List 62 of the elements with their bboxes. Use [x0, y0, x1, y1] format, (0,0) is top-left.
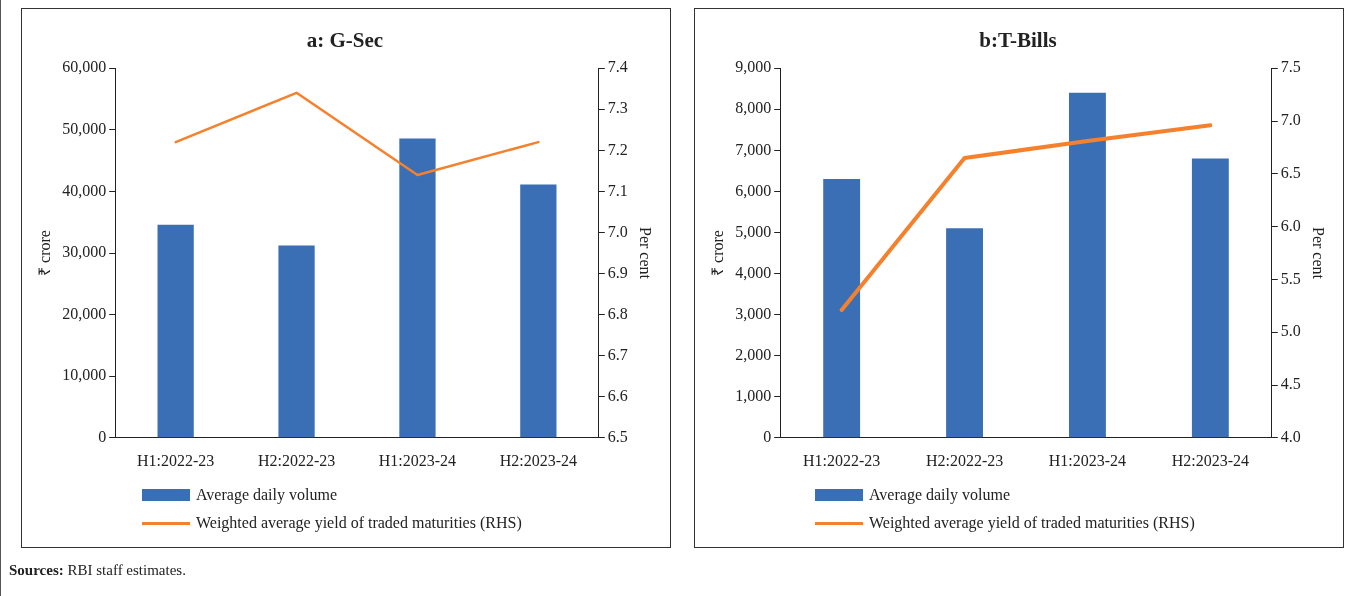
legend-label: Average daily volume [196, 486, 337, 504]
legend-label: Weighted average yield of traded maturities (RHS) [869, 514, 1195, 532]
y-tick-label: 50,000 [62, 120, 107, 137]
bar [823, 179, 861, 438]
y2-tick-label: 6.0 [1280, 216, 1301, 234]
y-tick-label: 0 [763, 428, 772, 445]
y-axis-title: ₹ crore [708, 230, 726, 276]
x-tick-label: H1:2022-23 [802, 451, 881, 469]
y2-tick-label: 7.2 [607, 140, 628, 158]
y-tick-label: 1,000 [735, 386, 772, 404]
y-tick-label: 4,000 [735, 263, 772, 281]
y2-axis-title: Per cent [1310, 227, 1328, 280]
y2-tick-label: 6.6 [607, 386, 628, 404]
y-tick-label: 3,000 [735, 304, 772, 322]
chart-title: b:T-Bills [979, 28, 1057, 53]
y-tick-label: 10,000 [62, 366, 107, 384]
x-tick-label: H2:2022-23 [257, 451, 336, 469]
bar [278, 245, 315, 438]
y-tick-label: 7,000 [735, 140, 772, 158]
y2-tick-label: 6.7 [607, 345, 628, 363]
y2-tick-label: 7.5 [1280, 58, 1301, 76]
bar [1069, 92, 1106, 438]
x-tick-label: H2:2023-24 [1171, 451, 1250, 469]
y2-tick-label: 6.9 [607, 263, 628, 281]
y-tick-label: 6,000 [735, 181, 772, 199]
x-tick-label: H1:2022-23 [136, 451, 215, 469]
y2-tick-label: 5.0 [1280, 322, 1301, 340]
y-tick-label: 40,000 [62, 181, 107, 199]
y2-axis-title: Per cent [637, 227, 655, 280]
y2-tick-label: 7.0 [607, 222, 628, 240]
y2-tick-label: 7.0 [1280, 111, 1301, 129]
y-tick-label: 0 [98, 428, 107, 445]
y-tick-label: 8,000 [735, 99, 772, 117]
y2-tick-label: 7.4 [607, 58, 628, 76]
y-axis-title: ₹ crore [35, 230, 53, 276]
y-tick-label: 20,000 [62, 304, 107, 322]
y-tick-label: 5,000 [735, 222, 772, 240]
y2-tick-label: 4.5 [1280, 375, 1301, 393]
bar [1191, 158, 1229, 438]
bar [520, 184, 557, 438]
chart-title: a: G-Sec [306, 28, 384, 53]
y-tick-label: 2,000 [735, 345, 772, 363]
y2-tick-label: 5.5 [1280, 269, 1301, 287]
y2-tick-label: 7.3 [607, 99, 628, 117]
source-note: Sources: RBI staff estimates. [9, 562, 186, 579]
x-tick-label: H2:2022-23 [925, 451, 1004, 469]
y2-tick-label: 7.1 [607, 181, 628, 199]
bar [157, 224, 194, 438]
y2-tick-label: 6.5 [1280, 164, 1301, 181]
y-tick-label: 60,000 [62, 58, 107, 76]
bar [399, 138, 436, 438]
y2-tick-label: 6.5 [607, 428, 628, 445]
x-tick-label: H2:2023-24 [499, 451, 578, 469]
legend-label: Weighted average yield of traded maturities (RHS) [196, 514, 522, 532]
y-tick-label: 9,000 [735, 58, 772, 76]
x-tick-label: H1:2023-24 [1048, 451, 1127, 469]
y-tick-label: 30,000 [62, 243, 107, 261]
bar [946, 228, 983, 438]
x-tick-label: H1:2023-24 [378, 451, 457, 469]
legend-label: Average daily volume [869, 486, 1010, 504]
y2-tick-label: 4.0 [1280, 428, 1301, 445]
y2-tick-label: 6.8 [607, 304, 628, 322]
